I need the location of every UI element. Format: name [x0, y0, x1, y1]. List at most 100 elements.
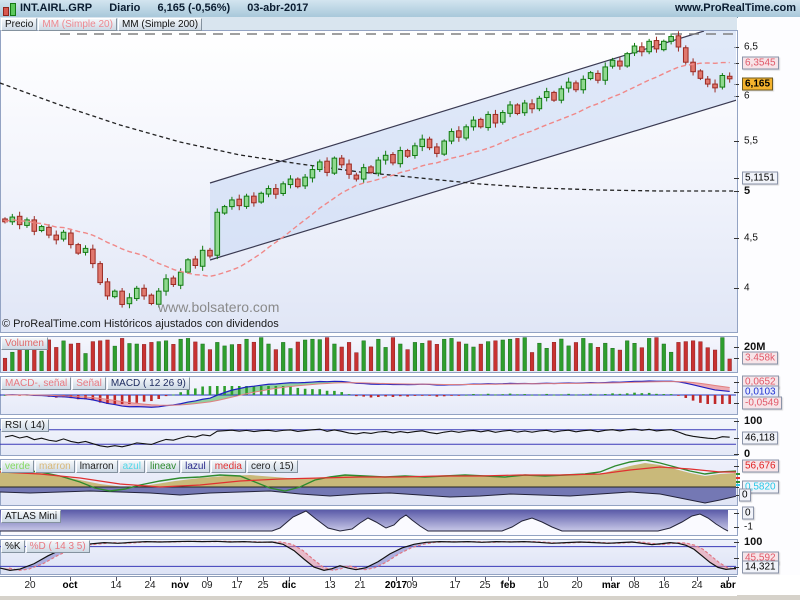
axis-label-5_1151: 5,1151	[742, 171, 778, 185]
date-tick	[697, 577, 698, 581]
axis-tick	[734, 47, 739, 48]
date-label-13: 13	[324, 580, 336, 591]
axis-label-5_5: 5,5	[744, 135, 758, 147]
axis-minitick	[734, 477, 740, 479]
axis-tick	[734, 84, 739, 85]
axis-tick	[734, 178, 739, 179]
axis-tick	[734, 141, 739, 142]
tab-azul[interactable]: azul	[118, 460, 145, 473]
tab-lazul[interactable]: lazul	[181, 460, 210, 473]
axis-tick	[734, 358, 739, 359]
date-label-10: 10	[537, 580, 549, 591]
axis-tick	[734, 466, 739, 467]
date-tick	[728, 577, 729, 581]
date-label-oct: oct	[62, 580, 78, 591]
date-label-nov: nov	[171, 580, 189, 591]
atlas-mini-panel[interactable]	[0, 509, 738, 536]
tab-macd-se-al[interactable]: MACD-, señal	[1, 377, 72, 390]
tab-lineav[interactable]: lineav	[145, 460, 181, 473]
tab-se-al[interactable]: Señal	[72, 377, 106, 390]
axis-tick	[734, 191, 739, 192]
tab-precio[interactable]: Precio	[1, 18, 38, 31]
axis-tick	[734, 513, 739, 514]
axis-tick	[734, 63, 739, 64]
axis-tick	[734, 558, 739, 559]
date-label-20: 20	[571, 580, 583, 591]
date-tick	[508, 577, 509, 581]
axis-label-4_5: 4,5	[744, 232, 758, 244]
header-bar: INT.AIRL.GRP Diario 6,165 (-0,56%) 03-ab…	[0, 0, 800, 18]
axis-label-0: 0	[742, 506, 754, 520]
axis-label-4: 4	[744, 282, 750, 294]
date-label-08: 08	[628, 580, 640, 591]
date-tick	[289, 577, 290, 581]
axis-label-6_3545: 6,3545	[742, 56, 779, 70]
tab-volumen[interactable]: Volumen	[1, 337, 48, 350]
axis-label-_0_0549: -0,0549	[742, 396, 782, 410]
tab-rsi-14-[interactable]: RSI ( 14)	[1, 419, 50, 432]
tab-marron[interactable]: marron	[35, 460, 75, 473]
date-tick	[116, 577, 117, 581]
tab-lmarron[interactable]: lmarron	[75, 460, 118, 473]
date-tick	[207, 577, 208, 581]
date-label-24: 24	[691, 580, 703, 591]
date-tick	[412, 577, 413, 581]
instrument-title: INT.AIRL.GRP Diario 6,165 (-0,56%) 03-ab…	[20, 0, 322, 17]
rsi-panel[interactable]	[0, 418, 738, 456]
tab-mm-simple-20-[interactable]: MM (Simple 20)	[38, 18, 117, 31]
date-label-25: 25	[479, 580, 491, 591]
tab-cero-15-[interactable]: cero ( 15)	[246, 460, 298, 473]
date-label-16: 16	[658, 580, 670, 591]
price-axis-column[interactable]: 6,5 6,3545 6,165 6 5,5 5,1151 5 4,5 4 20M 3.458k 0,…	[734, 17, 800, 575]
axis-label-_1: -1	[744, 521, 753, 533]
axis-tick	[734, 438, 739, 439]
date-axis[interactable]: 20 oct 14 24 nov 09 17 25 dic 13 21 2017 09 17 25 feb 10…	[0, 576, 737, 596]
axis-tick	[734, 288, 739, 289]
tab-mm-simple-200-[interactable]: MM (Simple 200)	[117, 18, 203, 31]
axis-minitick	[734, 473, 740, 475]
axis-tick	[734, 567, 739, 568]
axis-label-14_321: 14,321	[742, 560, 779, 574]
custom-indicator-tabs: verde marron lmarron azul lineav lazul media ce…	[1, 460, 299, 473]
date-label-25: 25	[257, 580, 269, 591]
stochastic-tabs: %K %D ( 14 3 5)	[1, 540, 91, 553]
date-label-09: 09	[406, 580, 418, 591]
candlestick-logo-icon	[2, 1, 16, 16]
date-tick	[664, 577, 665, 581]
date-tick	[611, 577, 612, 581]
axis-label-6: 6	[744, 90, 750, 102]
axis-tick	[734, 454, 739, 455]
date-label-14: 14	[110, 580, 122, 591]
axis-tick	[734, 495, 739, 496]
tab-macd-12-26-9-[interactable]: MACD ( 12 26 9)	[106, 377, 190, 390]
axis-tick	[734, 96, 739, 97]
date-label-21: 21	[354, 580, 366, 591]
atlas-tabs: ATLAS Mini	[1, 510, 62, 523]
date-label-dic: dic	[281, 580, 297, 591]
macd-tabs: MACD-, señal Señal MACD ( 12 26 9)	[1, 377, 191, 390]
axis-tick	[734, 238, 739, 239]
axis-minitick	[734, 481, 740, 483]
axis-label-20M: 20M	[744, 341, 766, 353]
last-quote-label: 6,165 (-0,56%)	[157, 2, 231, 14]
axis-label-100: 100	[744, 536, 763, 548]
tab-verde[interactable]: verde	[1, 460, 35, 473]
date-tick	[330, 577, 331, 581]
date-label-17: 17	[449, 580, 461, 591]
date-label-20: 20	[24, 580, 36, 591]
copyright-note: © ProRealTime.com Históricos ajustados c…	[2, 318, 279, 330]
tab-%k[interactable]: %K	[1, 540, 25, 553]
tab-media[interactable]: media	[210, 460, 246, 473]
tab-atlas-mini[interactable]: ATLAS Mini	[1, 510, 62, 523]
date-label-17: 17	[231, 580, 243, 591]
site-link: www.ProRealTime.com	[674, 2, 796, 14]
volume-panel[interactable]	[0, 336, 738, 373]
axis-tick	[734, 527, 739, 528]
date-label-feb: feb	[500, 580, 516, 591]
price-chart-panel[interactable]	[0, 30, 738, 333]
axis-label-5: 5	[744, 185, 751, 197]
stochastic-panel[interactable]	[0, 539, 738, 575]
tab-%d-14-3-5-[interactable]: %D ( 14 3 5)	[25, 540, 90, 553]
axis-tick	[734, 347, 739, 348]
date-label-abr: abr	[720, 580, 736, 591]
